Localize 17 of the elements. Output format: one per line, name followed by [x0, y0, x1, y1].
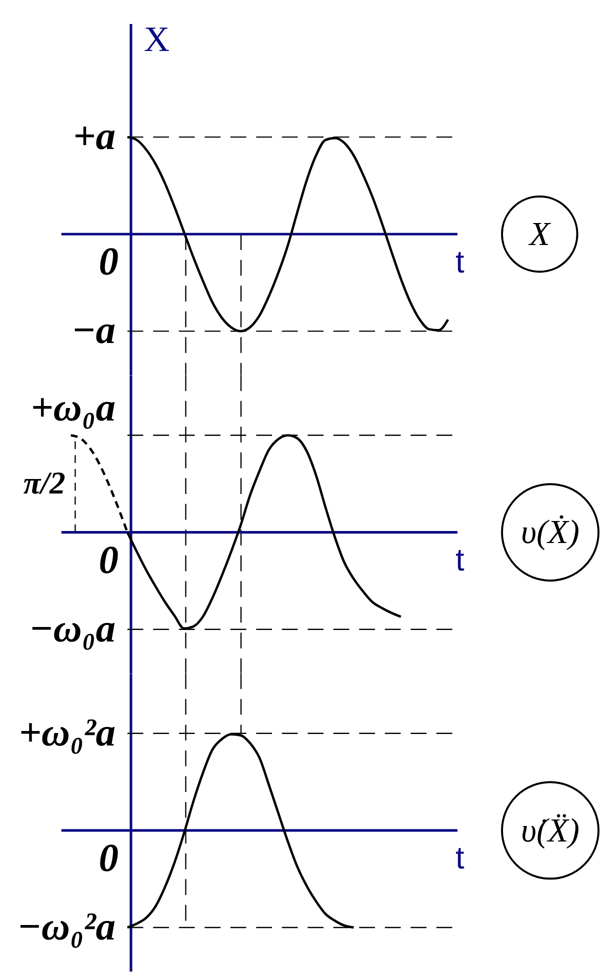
annotation: 0 — [98, 538, 119, 582]
ref-line-label: +a — [73, 114, 116, 158]
text: υ(Ẋ) — [521, 514, 580, 552]
text: X — [527, 216, 552, 254]
ref-line-label: −ω₀a — [29, 606, 116, 650]
ref-line-label: +ω₀²a — [18, 710, 116, 754]
text: υ̇(Ẍ) — [521, 812, 580, 850]
ref-line-label: −ω₀²a — [17, 904, 116, 948]
y-axis-title: X — [144, 18, 170, 59]
annotation: π/2 — [23, 466, 66, 501]
x-axis-title: t — [456, 840, 465, 876]
x-axis-title: t — [456, 243, 465, 280]
x-axis-title: t — [456, 541, 465, 578]
annotation: 0 — [98, 836, 119, 880]
annotation: 0 — [98, 240, 119, 284]
ref-line-label: +ω₀a — [30, 385, 116, 430]
ref-line-label: −a — [72, 308, 116, 352]
